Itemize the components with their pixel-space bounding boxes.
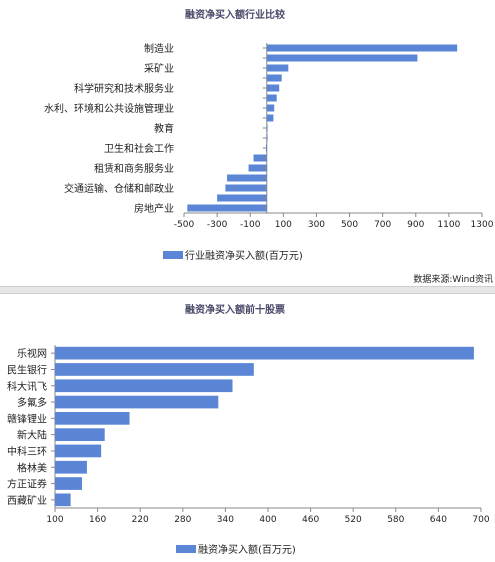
x-tick-label: 100: [275, 220, 292, 230]
category-label: 多氟多: [17, 396, 47, 409]
bar: [217, 194, 267, 202]
x-tick-label: 220: [132, 515, 149, 525]
bar: [266, 64, 289, 72]
category-label: 格林美: [17, 461, 47, 474]
bar: [266, 74, 282, 82]
x-tick-label: 640: [430, 515, 447, 525]
bar: [266, 114, 274, 122]
category-label: 中科三环: [7, 445, 47, 458]
category-label: 乐视网: [17, 347, 47, 360]
x-tick-label: 400: [259, 515, 276, 525]
bar: [55, 411, 130, 425]
legend-label: 融资净买入额(百万元): [198, 543, 296, 556]
industry-chart-panel: 融资净买入额行业比较 -500 -300 -100 100 300 500 700 900 110…: [44, 8, 494, 285]
bar: [248, 164, 267, 172]
panel-divider: [0, 286, 495, 294]
bar: [253, 154, 267, 162]
x-tick-label: 1100: [437, 220, 460, 230]
x-tick-label: 580: [387, 515, 404, 525]
category-label: 水利、环境和公共设施管理业: [44, 102, 174, 115]
bar: [266, 134, 268, 142]
legend-label: 行业融资净买入额(百万元): [185, 249, 303, 262]
category-label: 科学研究和技术服务业: [74, 82, 174, 95]
category-label: 租赁和商务服务业: [94, 162, 174, 175]
bar: [225, 184, 267, 192]
x-tick-label: -100: [240, 220, 261, 230]
bar: [55, 379, 233, 393]
x-tick-label: 500: [341, 220, 358, 230]
chart-title: 融资净买入额前十股票: [185, 303, 285, 316]
x-tick-label: 460: [302, 515, 319, 525]
stocks-chart-panel: 融资净买入额前十股票 100 160 220 280 340 400 460 520 580 640…: [0, 293, 495, 562]
bar: [266, 94, 277, 102]
x-tick-label: 1300: [471, 220, 494, 230]
x-tick-label: 160: [89, 515, 106, 525]
category-label: 采矿业: [144, 62, 174, 75]
bar: [266, 104, 275, 112]
x-tick-label: 520: [345, 515, 362, 525]
x-tick-label: 300: [308, 220, 325, 230]
bar: [55, 493, 71, 507]
x-tick-label: 900: [407, 220, 424, 230]
chart-title: 融资净买入额行业比较: [185, 8, 285, 21]
bar: [266, 54, 418, 62]
x-tick-label: 700: [472, 515, 489, 525]
category-label: 赣锋锂业: [7, 412, 47, 425]
bar: [266, 84, 280, 92]
category-label: 教育: [154, 122, 174, 135]
category-label: 新大陆: [17, 429, 47, 442]
bar: [227, 174, 267, 182]
category-label: 西藏矿业: [7, 494, 47, 507]
bar: [55, 477, 82, 490]
x-tick-label: 700: [374, 220, 391, 230]
bar: [187, 204, 267, 212]
bar: [55, 363, 254, 376]
stocks-chart: 融资净买入额前十股票 100 160 220 280 340 400 460 520 580 640…: [7, 303, 490, 556]
legend-swatch: [163, 251, 183, 259]
category-label: 制造业: [144, 42, 174, 55]
industry-chart: 融资净买入额行业比较 -500 -300 -100 100 300 500 700 900 110…: [44, 8, 494, 285]
category-label: 交通运输、仓储和邮政业: [64, 182, 174, 195]
data-source: 数据来源:Wind资讯: [413, 273, 493, 285]
category-label: 房地产业: [134, 202, 174, 215]
legend-swatch: [176, 545, 196, 553]
category-label: 卫生和社会工作: [104, 142, 174, 155]
x-tick-label: 100: [46, 515, 63, 525]
x-tick-label: -300: [207, 220, 228, 230]
bar: [266, 124, 268, 132]
bar: [55, 395, 219, 409]
bar: [55, 346, 474, 360]
x-tick-label: 280: [174, 515, 191, 525]
x-tick-label: 340: [217, 515, 234, 525]
bar: [266, 44, 458, 52]
bar: [55, 444, 102, 458]
bar: [55, 428, 105, 442]
x-tick-label: -500: [174, 220, 195, 230]
category-label: 科大讯飞: [7, 380, 47, 393]
bar: [55, 460, 87, 474]
category-label: 民生银行: [7, 363, 47, 376]
category-label: 方正证券: [7, 478, 47, 491]
